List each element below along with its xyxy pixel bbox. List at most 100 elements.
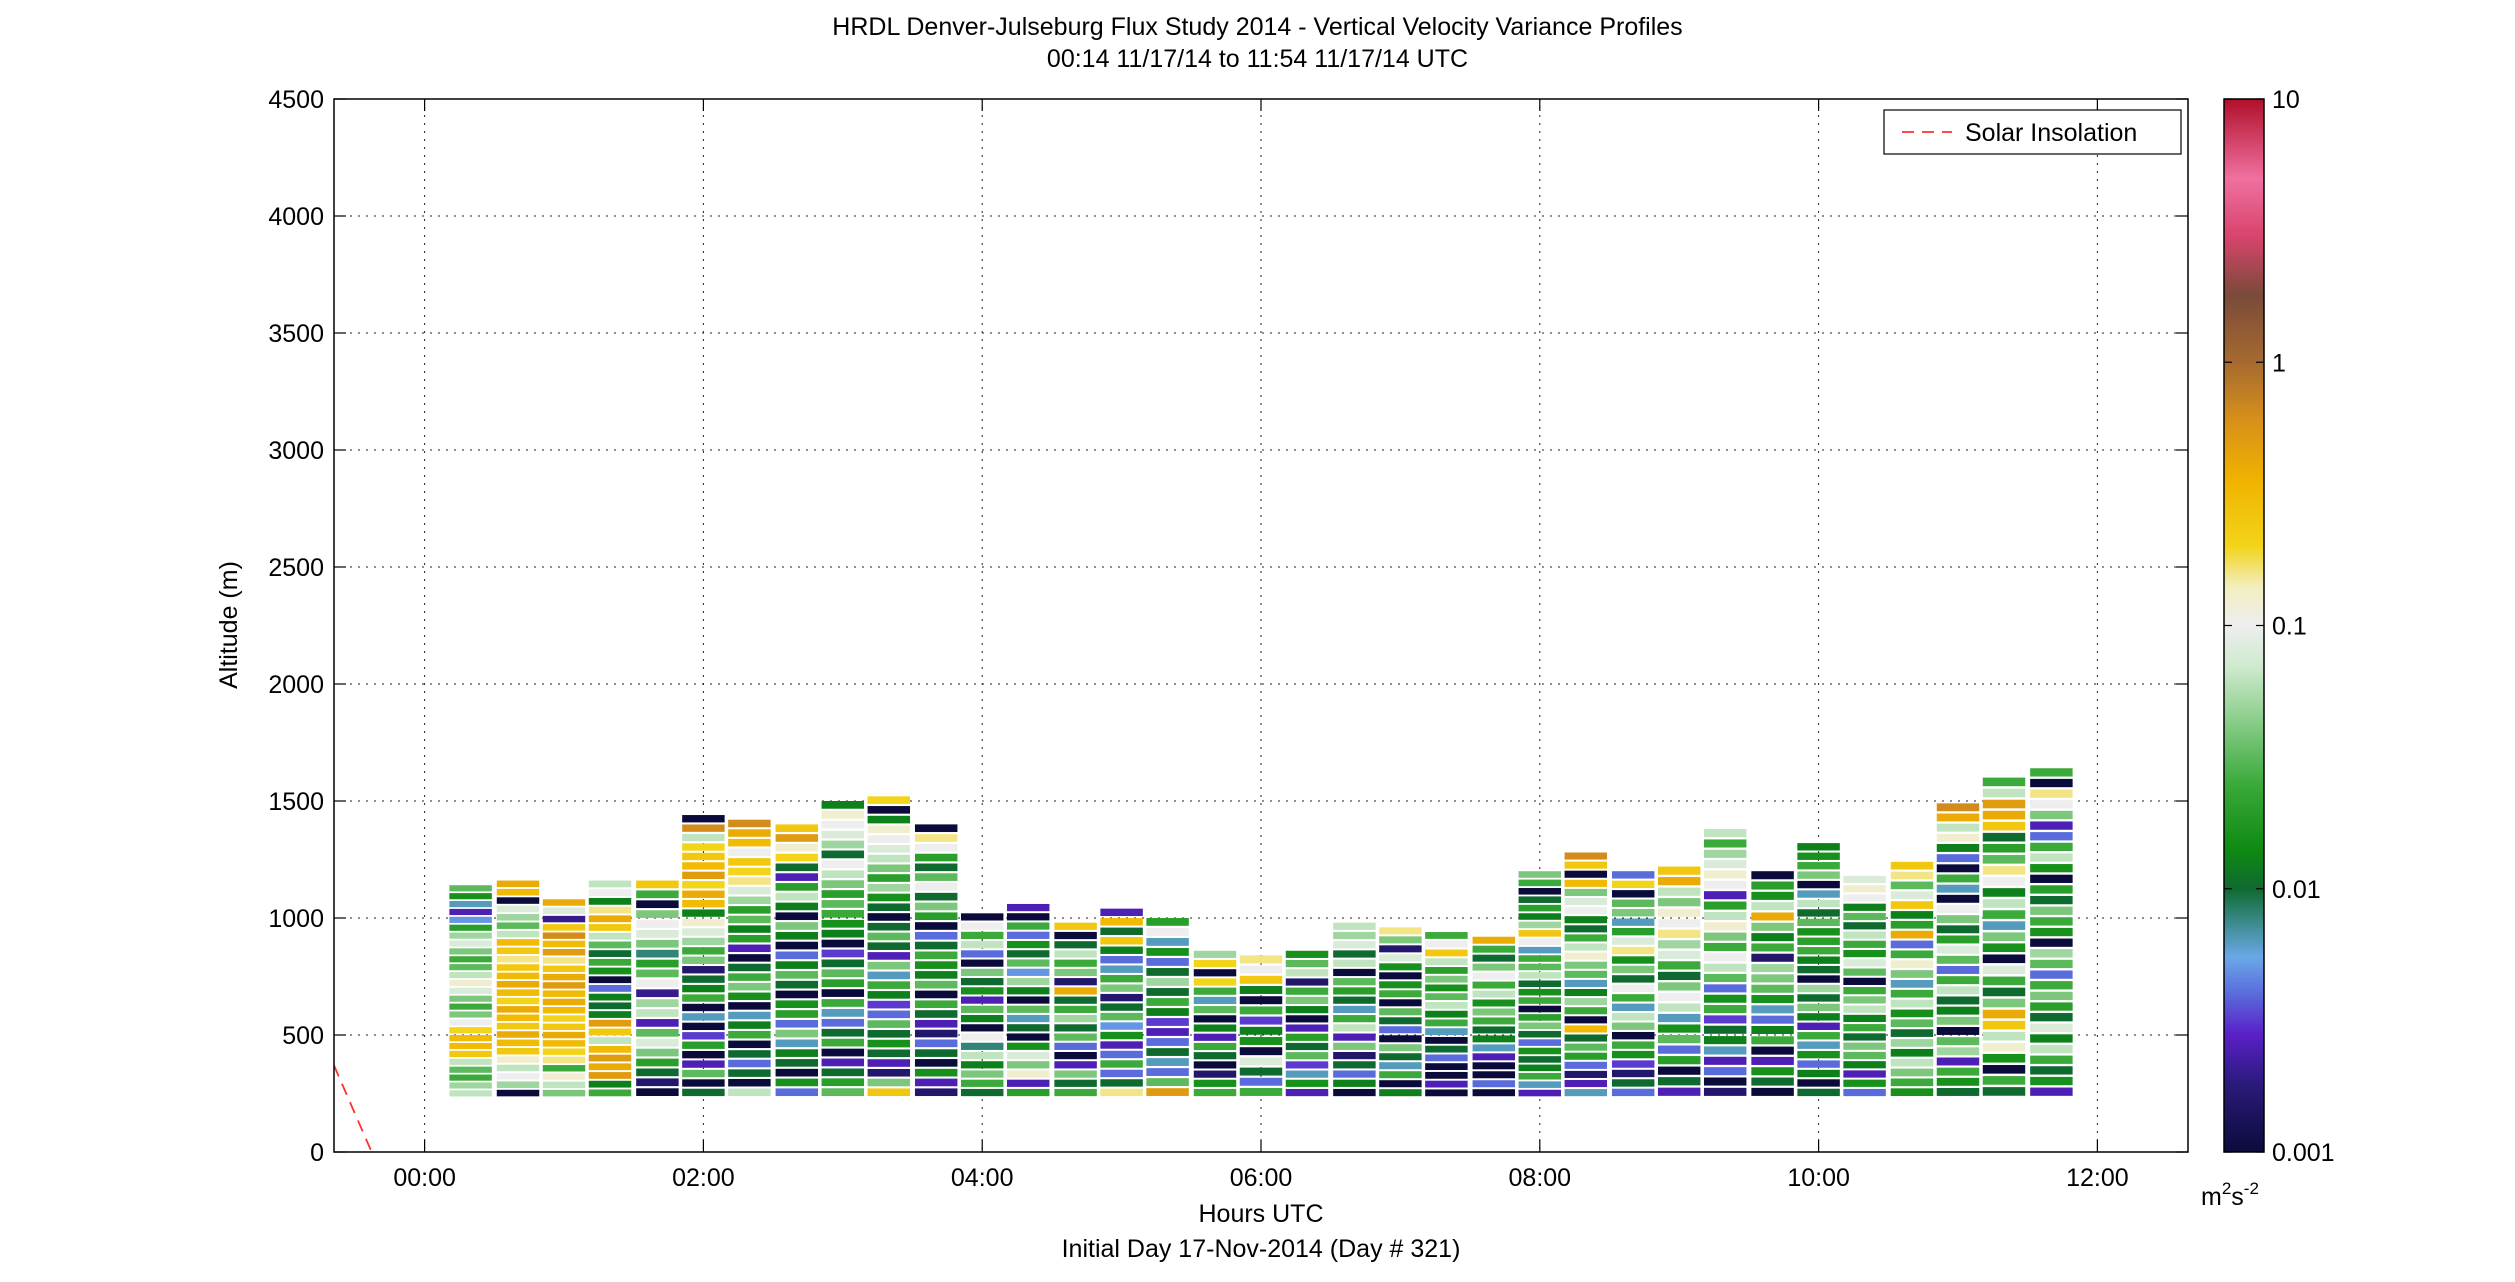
heatmap-cell — [1146, 1008, 1189, 1016]
heatmap-cell — [960, 1070, 1004, 1078]
heatmap-cell — [588, 880, 632, 888]
heatmap-cell — [1146, 1018, 1189, 1026]
heatmap-cell — [1657, 1087, 1701, 1096]
heatmap-cell — [1193, 1006, 1237, 1014]
heatmap-cell — [1472, 1071, 1516, 1079]
heatmap-cell — [821, 880, 865, 888]
heatmap-cell — [1100, 946, 1143, 954]
heatmap-cell — [1425, 1045, 1468, 1053]
heatmap-cell — [1703, 829, 1747, 838]
heatmap-cell — [1936, 996, 1980, 1005]
heatmap-cell — [682, 966, 725, 974]
x-tick-label: 00:00 — [393, 1164, 456, 1192]
heatmap-cell — [1982, 832, 2026, 842]
heatmap-cell — [914, 941, 958, 950]
heatmap-cell — [1703, 922, 1747, 931]
heatmap-cell — [821, 1078, 865, 1087]
heatmap-cell — [1100, 1022, 1143, 1030]
heatmap-cell — [867, 1068, 911, 1077]
heatmap-cell — [1285, 1052, 1329, 1060]
heatmap-cell — [1703, 911, 1747, 920]
heatmap-cell — [2030, 800, 2073, 809]
heatmap-cell — [1379, 999, 1422, 1007]
heatmap-cell — [775, 883, 819, 891]
heatmap-cell — [960, 968, 1004, 976]
heatmap-cell — [2030, 938, 2073, 947]
heatmap-cell — [867, 893, 911, 902]
heatmap-cell — [496, 955, 540, 963]
heatmap-cell — [1054, 1015, 1097, 1023]
heatmap-cell — [1657, 961, 1701, 970]
heatmap-cell — [1425, 1028, 1468, 1036]
heatmap-cell — [867, 913, 911, 921]
heatmap-cell — [1657, 887, 1701, 896]
heatmap-cell — [588, 906, 632, 914]
heatmap-cell — [728, 1021, 771, 1029]
heatmap-cell — [496, 1073, 540, 1080]
heatmap-cell — [449, 1082, 492, 1089]
heatmap-cell — [1425, 1063, 1468, 1071]
heatmap-cell — [1518, 1072, 1562, 1080]
heatmap-cell — [1890, 1039, 1934, 1047]
heatmap-cell — [1100, 1031, 1143, 1040]
heatmap-cell — [1006, 940, 1050, 949]
heatmap-cell — [2030, 885, 2073, 894]
heatmap-cell — [867, 1078, 911, 1087]
heatmap-cell — [1472, 1089, 1516, 1097]
heatmap-cell — [1657, 877, 1701, 886]
heatmap-cell — [588, 1089, 632, 1097]
heatmap-cell — [542, 915, 586, 923]
heatmap-cell — [1751, 1077, 1794, 1086]
heatmap-cell — [1703, 1015, 1747, 1024]
heatmap-cell — [1982, 810, 2026, 820]
heatmap-cell — [1054, 941, 1097, 949]
heatmap-cell — [1239, 955, 1283, 964]
heatmap-cell — [775, 873, 819, 881]
heatmap-cell — [636, 1038, 679, 1047]
heatmap-cell — [682, 890, 725, 898]
heatmap-cell — [1936, 1047, 1980, 1056]
heatmap-cell — [2030, 1087, 2073, 1096]
heatmap-cell — [2030, 981, 2073, 990]
heatmap-cell — [1982, 877, 2026, 886]
heatmap-cell — [728, 992, 771, 1001]
heatmap-cell — [682, 881, 725, 889]
heatmap-cell — [1146, 1028, 1189, 1036]
y-tick-label: 2500 — [268, 554, 324, 582]
heatmap-cell — [1100, 1003, 1143, 1011]
heatmap-cell — [1657, 908, 1701, 917]
heatmap-cell — [728, 1088, 771, 1097]
heatmap-cell — [914, 834, 958, 842]
heatmap-cell — [1936, 935, 1980, 944]
heatmap-cell — [960, 1051, 1004, 1060]
heatmap-cell — [1146, 968, 1189, 976]
heatmap-cell — [1843, 1024, 1886, 1032]
heatmap-cell — [1703, 1067, 1747, 1076]
heatmap-cell — [1936, 986, 1980, 995]
heatmap-cell — [1797, 1013, 1840, 1021]
y-tick-label: 1000 — [268, 905, 324, 933]
heatmap-cell — [588, 967, 632, 975]
heatmap-cell — [1425, 1054, 1468, 1062]
heatmap-cell — [1703, 860, 1747, 869]
heatmap-cell — [1518, 896, 1562, 903]
heatmap-cell — [636, 989, 679, 998]
heatmap-cell — [728, 829, 771, 837]
heatmap-cell — [1843, 940, 1886, 948]
heatmap-cell — [496, 1039, 540, 1047]
heatmap-cell — [1379, 1062, 1422, 1070]
heatmap-cell — [1751, 943, 1794, 952]
heatmap-cell — [728, 1069, 771, 1077]
heatmap-cell — [914, 961, 958, 969]
heatmap-cell — [1054, 978, 1097, 986]
heatmap-cell — [1425, 932, 1468, 939]
heatmap-cell — [1843, 1079, 1886, 1087]
heatmap-cell — [496, 981, 540, 988]
heatmap-cell — [960, 941, 1004, 949]
heatmap-cell — [1657, 898, 1701, 907]
heatmap-cell — [1472, 981, 1516, 989]
heatmap-cell — [496, 1089, 540, 1097]
heatmap-cell — [1006, 968, 1050, 976]
heatmap-cell — [1193, 969, 1237, 977]
heatmap-cell — [2030, 970, 2073, 979]
